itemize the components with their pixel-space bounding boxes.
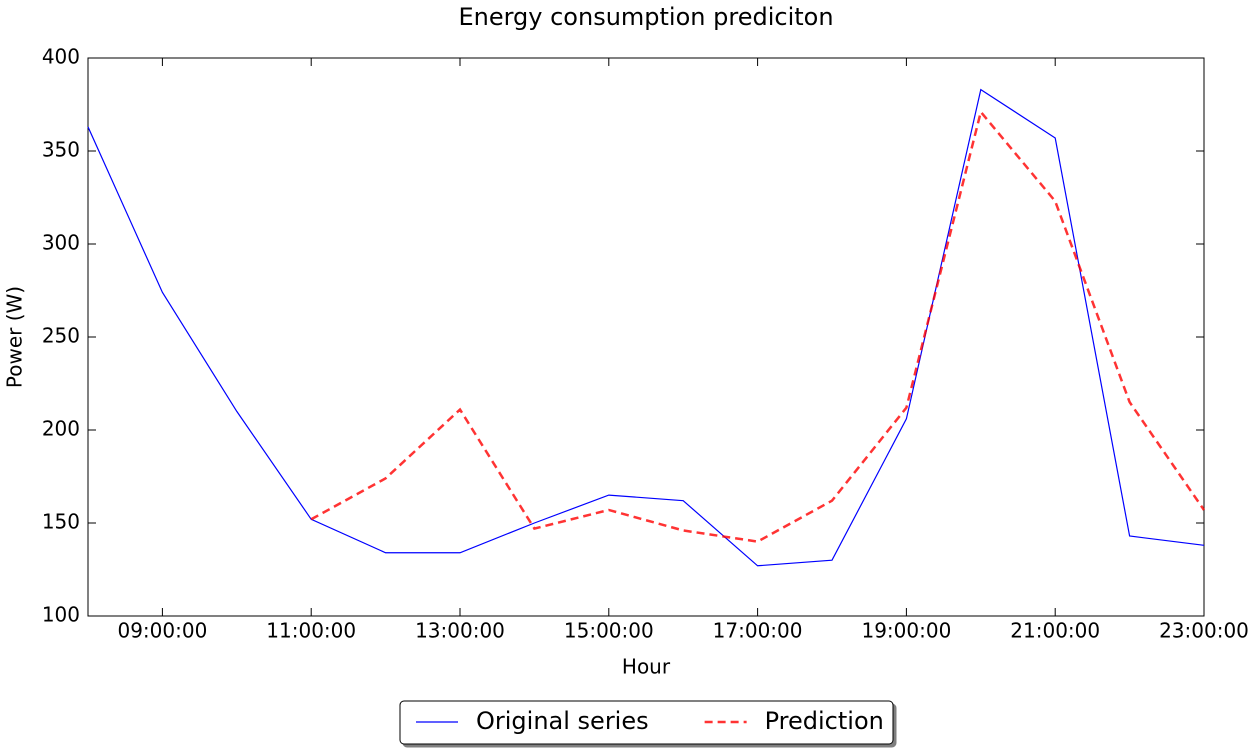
x-tick-label: 21:00:00 — [1010, 619, 1100, 643]
legend-box — [399, 700, 894, 745]
y-tick-label: 300 — [42, 231, 80, 255]
y-tick-label: 350 — [42, 138, 80, 162]
y-tick-label: 400 — [42, 45, 80, 69]
x-tick-label: 13:00:00 — [415, 619, 505, 643]
legend-label: Prediction — [765, 707, 884, 735]
plot-frame — [87, 57, 1205, 617]
y-tick-label: 250 — [42, 324, 80, 348]
legend: Original series Prediction — [399, 700, 894, 745]
x-tick-label: 23:00:00 — [1159, 619, 1249, 643]
x-tick-label: 17:00:00 — [713, 619, 803, 643]
y-axis-label: Power (W) — [3, 286, 27, 388]
series-line — [310, 109, 1206, 543]
y-tick-label: 200 — [42, 417, 80, 441]
y-tick-label: 150 — [42, 510, 80, 534]
chart-title: Energy consumption prediciton — [458, 3, 833, 31]
series-line — [87, 88, 1205, 567]
x-tick-label: 09:00:00 — [117, 619, 207, 643]
x-axis-label: Hour — [622, 655, 671, 679]
y-tick-label: 100 — [42, 603, 80, 627]
legend-label: Original series — [476, 707, 649, 735]
x-tick-label: 19:00:00 — [861, 619, 951, 643]
x-tick-label: 11:00:00 — [266, 619, 356, 643]
x-tick-label: 15:00:00 — [564, 619, 654, 643]
